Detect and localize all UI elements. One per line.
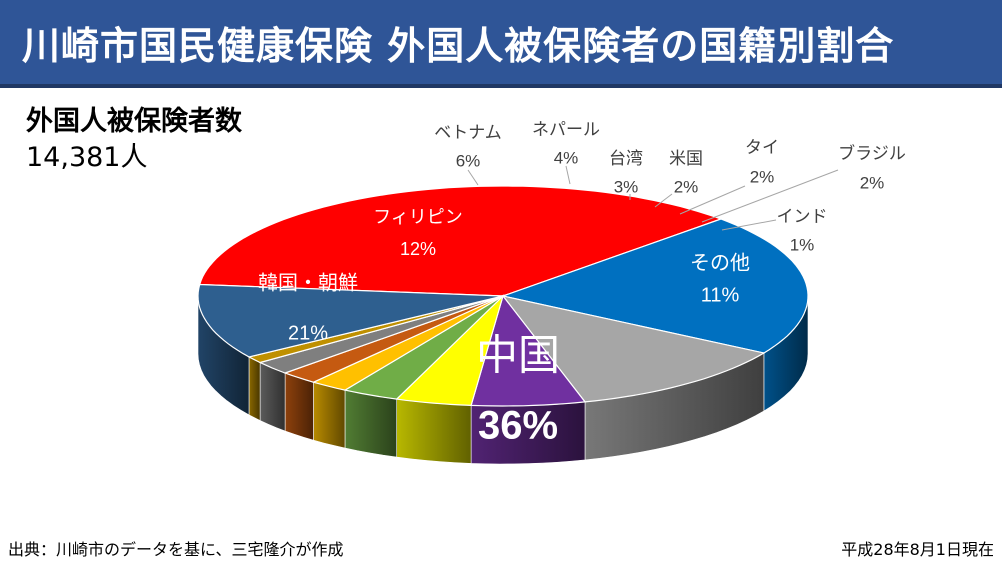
- chart-title: 川崎市国民健康保険 外国人被保険者の国籍別割合: [22, 23, 895, 68]
- pie-side-米国: [313, 381, 346, 449]
- pie-side-インド: [248, 356, 261, 421]
- slice-value-ブラジル: 2%: [860, 173, 885, 192]
- pie-slice-その他: [197, 283, 504, 358]
- date-note: 平成28年8月1日現在: [841, 540, 994, 559]
- slice-value-ネパール: 4%: [554, 148, 579, 167]
- slice-value-台湾: 3%: [614, 177, 639, 196]
- slice-label-タイ: タイ: [745, 138, 779, 158]
- pie-slice-フィリピン: [501, 295, 766, 403]
- source-note: 出典：川崎市のデータを基に、三宅隆介が作成: [8, 540, 344, 559]
- slice-value-その他: 11%: [701, 284, 740, 306]
- slice-label-フィリピン: フィリピン: [373, 207, 463, 228]
- leader-line-タイ: [679, 185, 746, 215]
- title-bar: 川崎市国民健康保険 外国人被保険者の国籍別割合: [0, 0, 1002, 88]
- pie-slice-台湾: [343, 295, 504, 400]
- leader-line-ベトナム: [467, 169, 479, 186]
- pie-side-ブラジル: [259, 362, 286, 432]
- slice-value-ベトナム: 6%: [456, 151, 481, 170]
- slice-label-ネパール: ネパール: [532, 120, 600, 140]
- slice-value-中国: 36%: [478, 404, 558, 448]
- insured-count-label: 外国人被保険者数: [26, 106, 242, 137]
- pie-slice-ベトナム: [470, 294, 587, 407]
- pie-side-ネパール: [396, 398, 472, 464]
- leader-line-米国: [654, 193, 673, 208]
- leader-line-インド: [721, 219, 777, 231]
- slice-label-韓国・朝鮮: 韓国・朝鮮: [258, 271, 358, 295]
- pie-slice-韓国・朝鮮: [500, 218, 809, 354]
- slice-label-ベトナム: ベトナム: [434, 123, 502, 143]
- slice-label-インド: インド: [777, 207, 828, 227]
- pie-labels: 中国 36% 韓国・朝鮮 21% フィリピン 12% ベトナム 6% ネパール 4% 台湾 3% 米国 2…: [258, 120, 906, 448]
- pie-slice-中国: [198, 185, 723, 297]
- leader-line-ブラジル: [701, 169, 839, 223]
- slice-value-タイ: 2%: [750, 167, 775, 186]
- slice-value-フィリピン: 12%: [400, 239, 436, 259]
- insured-count-value: 14,381人: [26, 142, 148, 173]
- slice-label-その他: その他: [690, 251, 750, 275]
- pie-slice-ネパール: [395, 293, 505, 407]
- pie-side-台湾: [344, 389, 397, 458]
- slice-label-台湾: 台湾: [609, 149, 643, 169]
- slice-label-ブラジル: ブラジル: [838, 143, 906, 164]
- pie-side-group: [197, 295, 809, 465]
- slice-value-韓国・朝鮮: 21%: [288, 322, 328, 344]
- insured-count-block: 外国人被保険者数 14,381人: [26, 104, 242, 176]
- slice-value-インド: 1%: [790, 235, 815, 254]
- slice-value-米国: 2%: [674, 177, 699, 196]
- pie-side-タイ: [284, 372, 314, 441]
- slice-label-中国: 中国: [476, 331, 560, 380]
- leader-line-ネパール: [565, 165, 571, 185]
- pie-top-group: [197, 185, 809, 407]
- slice-label-米国: 米国: [669, 149, 703, 169]
